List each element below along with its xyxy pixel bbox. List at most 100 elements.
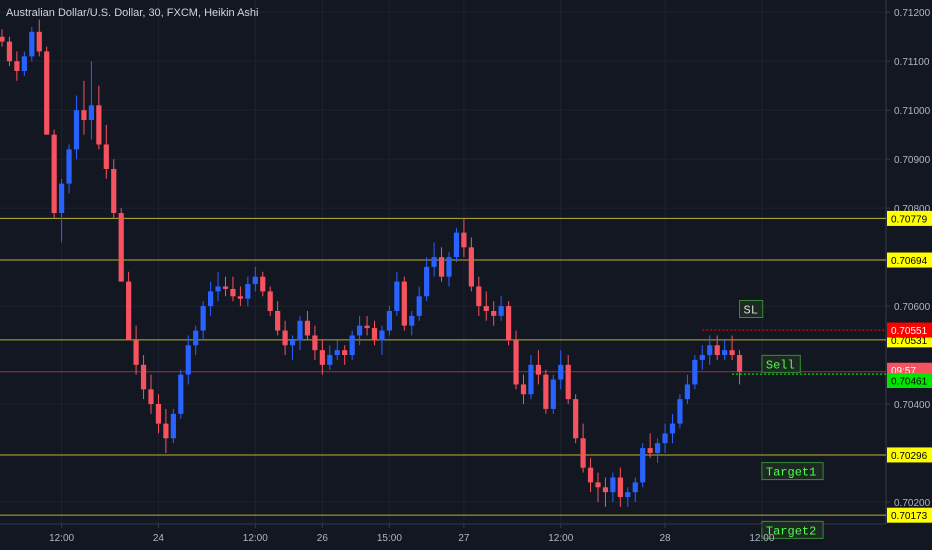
candle-body[interactable] (669, 423, 676, 434)
candle-body[interactable] (483, 306, 489, 311)
candle-body[interactable] (498, 306, 504, 316)
candle-body[interactable] (148, 389, 154, 405)
candle-body[interactable] (513, 340, 519, 385)
candle-body[interactable] (208, 291, 214, 307)
candle-body[interactable] (140, 364, 147, 390)
candle-body[interactable] (103, 144, 109, 169)
candle-body[interactable] (528, 364, 534, 395)
candle-body[interactable] (66, 149, 72, 184)
candle-body[interactable] (349, 335, 355, 356)
candle-body[interactable] (126, 281, 132, 341)
candle-body[interactable] (729, 350, 735, 356)
candle-body[interactable] (655, 443, 661, 453)
candle-body[interactable] (163, 423, 169, 439)
candle-body[interactable] (237, 296, 243, 299)
candle-body[interactable] (491, 310, 497, 316)
candle-body[interactable] (59, 183, 65, 214)
candle-body[interactable] (714, 345, 720, 356)
candle-body[interactable] (327, 355, 333, 365)
candle-body[interactable] (319, 350, 325, 365)
candle-body[interactable] (0, 36, 5, 42)
candle-body[interactable] (88, 105, 94, 120)
candle-body[interactable] (118, 213, 124, 282)
candle-body[interactable] (431, 257, 437, 267)
candle-body[interactable] (230, 288, 236, 297)
candle-body[interactable] (289, 340, 296, 346)
candle-body[interactable] (550, 379, 556, 409)
candle-body[interactable] (29, 31, 35, 57)
candle-body[interactable] (677, 399, 683, 424)
candle-body[interactable] (647, 448, 653, 453)
candle-body[interactable] (185, 345, 191, 375)
candle-body[interactable] (386, 310, 392, 331)
candle-body[interactable] (282, 330, 288, 346)
candle-body[interactable] (215, 286, 221, 292)
candle-body[interactable] (580, 438, 586, 468)
candle-body[interactable] (304, 320, 311, 336)
candle-body[interactable] (602, 487, 609, 493)
candle-body[interactable] (245, 284, 251, 299)
candle-body[interactable] (155, 404, 162, 424)
candle-body[interactable] (699, 355, 705, 360)
candle-body[interactable] (662, 433, 668, 444)
candle-body[interactable] (260, 276, 266, 292)
candle-body[interactable] (446, 257, 452, 277)
candle-body[interactable] (476, 286, 482, 307)
candle-body[interactable] (595, 482, 601, 488)
candle-body[interactable] (21, 56, 27, 72)
candle-body[interactable] (692, 359, 698, 385)
candle-body[interactable] (44, 51, 50, 135)
candle-body[interactable] (736, 355, 743, 372)
candle-body[interactable] (133, 340, 139, 365)
candle-body[interactable] (610, 477, 616, 493)
candle-body[interactable] (51, 134, 57, 214)
candle-body[interactable] (625, 492, 631, 498)
candle-body[interactable] (617, 477, 623, 498)
candle-body[interactable] (111, 168, 117, 214)
candle-body[interactable] (506, 306, 512, 341)
candle-body[interactable] (632, 482, 638, 493)
candle-body[interactable] (81, 110, 87, 120)
candle-body[interactable] (684, 384, 690, 400)
candle-body[interactable] (297, 320, 303, 341)
candle-body[interactable] (200, 306, 206, 331)
candle-body[interactable] (416, 296, 422, 316)
candle-body[interactable] (96, 105, 102, 145)
candle-body[interactable] (573, 399, 579, 439)
candle-body[interactable] (424, 266, 430, 297)
candle-body[interactable] (36, 31, 42, 52)
candle-body[interactable] (371, 328, 378, 341)
candle-body[interactable] (401, 281, 407, 326)
candle-body[interactable] (73, 110, 80, 150)
candle-body[interactable] (722, 350, 728, 356)
candle-body[interactable] (342, 350, 348, 356)
candle-body[interactable] (520, 384, 527, 395)
candle-body[interactable] (14, 61, 20, 72)
candle-body[interactable] (453, 232, 460, 258)
annotation-box[interactable] (739, 300, 764, 319)
candle-body[interactable] (222, 286, 229, 289)
candle-body[interactable] (409, 315, 415, 326)
candle-body[interactable] (640, 448, 646, 483)
candle-body[interactable] (178, 374, 184, 414)
candle-body[interactable] (461, 232, 467, 248)
candle-body[interactable] (468, 247, 474, 287)
candle-body[interactable] (364, 325, 370, 329)
annotation-box[interactable] (761, 354, 801, 373)
candle-body[interactable] (6, 41, 13, 62)
candle-body[interactable] (357, 325, 363, 336)
candle-body[interactable] (267, 291, 273, 311)
candle-body[interactable] (587, 467, 594, 483)
annotation-box[interactable] (761, 462, 824, 481)
candle-body[interactable] (565, 364, 571, 400)
candle-body[interactable] (707, 345, 713, 356)
candle-body[interactable] (252, 276, 258, 285)
candle-body[interactable] (543, 374, 549, 409)
candle-body[interactable] (535, 364, 541, 375)
candle-body[interactable] (170, 413, 176, 439)
candle-body[interactable] (438, 257, 445, 277)
candle-body[interactable] (193, 330, 199, 346)
candle-body[interactable] (334, 350, 340, 356)
